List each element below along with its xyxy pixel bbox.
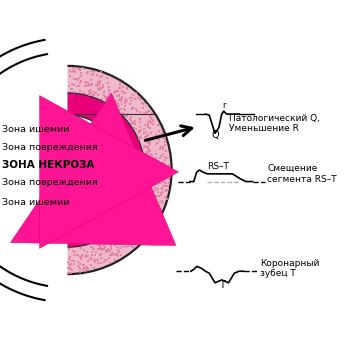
Wedge shape: [68, 66, 172, 274]
Text: r: r: [222, 101, 225, 110]
Text: RS–T: RS–T: [207, 162, 229, 171]
Text: Зона повреждения: Зона повреждения: [2, 178, 98, 187]
Wedge shape: [68, 134, 103, 206]
Text: Зона ишемии: Зона ишемии: [2, 125, 69, 134]
Text: Смещение
сегмента RS–T: Смещение сегмента RS–T: [267, 164, 337, 184]
Text: Зона ишемии: Зона ишемии: [2, 198, 69, 207]
Text: ЗОНА НЕКРОЗА: ЗОНА НЕКРОЗА: [2, 160, 94, 170]
Text: Зона повреждения: Зона повреждения: [2, 143, 98, 152]
Text: Коронарный
зубец Т: Коронарный зубец Т: [260, 259, 320, 278]
Text: Q: Q: [211, 130, 219, 140]
Wedge shape: [68, 93, 145, 247]
Text: Патологический Q,
Уменьшение R: Патологический Q, Уменьшение R: [229, 114, 320, 133]
Text: T: T: [219, 279, 225, 290]
